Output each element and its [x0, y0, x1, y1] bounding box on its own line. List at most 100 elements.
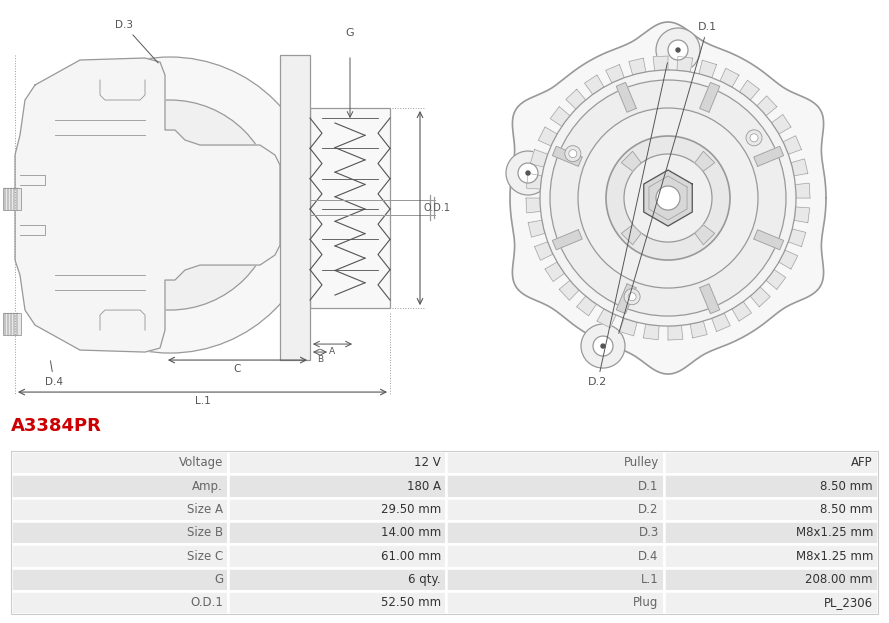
Polygon shape [577, 296, 597, 316]
Polygon shape [552, 146, 582, 166]
Text: 52.50 mm: 52.50 mm [380, 596, 441, 609]
Bar [11, 591, 228, 614]
Polygon shape [700, 82, 720, 112]
Circle shape [581, 324, 625, 368]
Circle shape [624, 154, 712, 242]
Text: A: A [329, 347, 335, 356]
Text: M8x1.25 mm: M8x1.25 mm [796, 549, 873, 563]
Circle shape [750, 134, 758, 142]
Bar [228, 451, 446, 474]
Text: L.1: L.1 [641, 573, 659, 586]
Circle shape [540, 70, 796, 326]
Text: 6 qty.: 6 qty. [408, 573, 441, 586]
Polygon shape [621, 151, 641, 171]
Polygon shape [644, 170, 693, 226]
Polygon shape [750, 287, 770, 307]
Bar [11, 545, 228, 568]
Polygon shape [644, 324, 659, 340]
Polygon shape [559, 280, 579, 300]
Text: D.3: D.3 [638, 526, 659, 540]
Bar [228, 545, 446, 568]
Polygon shape [597, 309, 616, 328]
Circle shape [550, 80, 786, 316]
Text: Pulley: Pulley [623, 456, 659, 469]
Text: D.1: D.1 [638, 480, 659, 493]
Text: Size C: Size C [187, 549, 223, 563]
Bar [228, 568, 446, 591]
Text: 61.00 mm: 61.00 mm [380, 549, 441, 563]
Text: 29.50 mm: 29.50 mm [380, 503, 441, 516]
Bar [11, 568, 228, 591]
Circle shape [569, 150, 577, 158]
Polygon shape [538, 127, 557, 146]
Bar [446, 521, 664, 545]
Polygon shape [552, 230, 582, 250]
Polygon shape [526, 173, 542, 189]
Text: O.D.1: O.D.1 [424, 203, 451, 213]
Polygon shape [720, 69, 739, 87]
Circle shape [506, 151, 550, 195]
Text: D.4: D.4 [45, 361, 63, 387]
Text: D.1: D.1 [619, 22, 717, 333]
Text: Size B: Size B [187, 526, 223, 540]
Bar [446, 451, 664, 474]
Circle shape [656, 28, 700, 72]
Text: 8.50 mm: 8.50 mm [821, 503, 873, 516]
Polygon shape [534, 242, 553, 260]
Text: Voltage: Voltage [179, 456, 223, 469]
Polygon shape [528, 221, 545, 237]
Text: 14.00 mm: 14.00 mm [380, 526, 441, 540]
Text: 208.00 mm: 208.00 mm [805, 573, 873, 586]
Polygon shape [526, 198, 541, 213]
Polygon shape [789, 229, 805, 247]
Circle shape [65, 100, 275, 310]
Text: AFP: AFP [852, 456, 873, 469]
Bar [664, 474, 878, 498]
Circle shape [624, 288, 640, 305]
Text: 8.50 mm: 8.50 mm [821, 480, 873, 493]
Polygon shape [732, 302, 751, 321]
Circle shape [629, 293, 637, 301]
Bar [280, 55, 310, 360]
Bar [11, 451, 228, 474]
Polygon shape [712, 313, 730, 331]
Bar [664, 521, 878, 545]
Bar [664, 568, 878, 591]
Circle shape [593, 336, 613, 356]
Polygon shape [772, 115, 791, 134]
Bar [228, 591, 446, 614]
Circle shape [565, 146, 581, 161]
Polygon shape [629, 58, 645, 75]
Text: D.2: D.2 [638, 503, 659, 516]
Polygon shape [779, 250, 797, 269]
Polygon shape [794, 207, 810, 222]
Bar [228, 521, 446, 545]
Circle shape [746, 130, 762, 146]
Circle shape [601, 344, 605, 348]
Polygon shape [766, 270, 786, 289]
Polygon shape [677, 56, 693, 72]
Text: Plug: Plug [633, 596, 659, 609]
Polygon shape [754, 230, 783, 250]
Text: C: C [234, 364, 241, 374]
Bar [11, 451, 878, 614]
Polygon shape [621, 225, 641, 245]
Bar [3, 188, 21, 210]
Polygon shape [668, 325, 683, 340]
Polygon shape [695, 225, 715, 245]
Text: A3384PR: A3384PR [11, 417, 101, 435]
Text: Size A: Size A [188, 503, 223, 516]
Polygon shape [791, 159, 808, 176]
Text: 12 V: 12 V [414, 456, 441, 469]
Polygon shape [690, 321, 707, 338]
Bar [11, 498, 228, 521]
Bar [446, 591, 664, 614]
Text: Amp.: Amp. [192, 480, 223, 493]
Polygon shape [616, 82, 637, 112]
Bar [228, 474, 446, 498]
Text: PL_2306: PL_2306 [824, 596, 873, 609]
Polygon shape [530, 150, 548, 167]
Text: G: G [346, 28, 355, 38]
Circle shape [578, 108, 758, 288]
Text: G: G [214, 573, 223, 586]
